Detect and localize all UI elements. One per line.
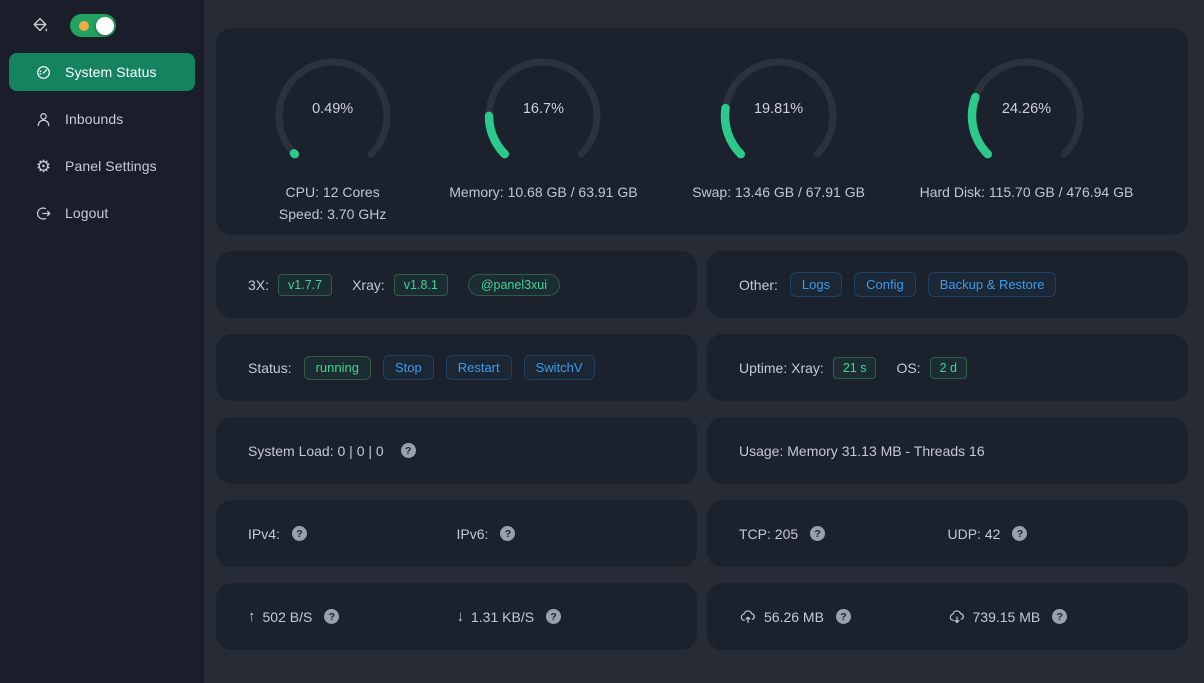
help-icon[interactable]: ? <box>500 526 516 541</box>
gauge-label: Swap: 13.46 GB / 67.91 GB <box>692 184 865 200</box>
cloud-download-icon <box>948 608 966 626</box>
total-upload: 56.26 MB <box>764 608 824 625</box>
help-icon[interactable]: ? <box>810 526 826 541</box>
switch-version-button[interactable]: SwitchV <box>523 355 595 380</box>
sidebar: System Status Inbounds ⚙ Panel Settings <box>0 0 204 683</box>
system-gauges-card: 0.49% CPU: 12 Cores Speed: 3.70 GHz 16.7… <box>216 28 1188 235</box>
sidebar-item-label: Logout <box>65 205 109 221</box>
toggle-knob <box>95 16 114 35</box>
sidebar-menu: System Status Inbounds ⚙ Panel Settings <box>0 53 204 232</box>
config-button[interactable]: Config <box>854 272 916 297</box>
upload-speed-cell: ↑ 502 B/S ? <box>248 608 457 625</box>
logs-button[interactable]: Logs <box>789 272 843 297</box>
sidebar-item-label: Panel Settings <box>65 158 157 174</box>
cpu-gauge-chart <box>275 58 391 159</box>
connections-card: TCP: 205 ? UDP: 42 ? <box>707 500 1188 567</box>
system-load-card: System Load: 0 | 0 | 0 ? <box>216 417 697 484</box>
dark-mode-toggle[interactable] <box>70 14 116 37</box>
main-content: 0.49% CPU: 12 Cores Speed: 3.70 GHz 16.7… <box>204 0 1204 683</box>
udp-count: UDP: 42 <box>947 525 1001 542</box>
cloud-upload-icon <box>739 608 757 626</box>
ip-card: IPv4: ? IPv6: ? <box>216 500 697 567</box>
user-icon <box>35 111 52 128</box>
gauge-percent: 0.49% <box>312 101 354 117</box>
net-total-card: 56.26 MB ? 739.15 MB ? <box>707 583 1188 650</box>
sidebar-item-label: Inbounds <box>65 111 124 127</box>
ipv4-cell: IPv4: ? <box>248 526 457 542</box>
sidebar-item-inbounds[interactable]: Inbounds <box>9 100 195 138</box>
help-icon[interactable]: ? <box>1052 609 1068 624</box>
stop-button[interactable]: Stop <box>382 355 434 380</box>
hard-disk-gauge-chart <box>968 58 1084 159</box>
help-icon[interactable]: ? <box>400 443 416 458</box>
uptime-card: Uptime: Xray: 21 s OS: 2 d <box>707 334 1188 401</box>
sidebar-item-logout[interactable]: Logout <box>9 194 195 232</box>
help-icon[interactable]: ? <box>1012 526 1028 541</box>
usage-text: Usage: Memory 31.13 MB - Threads 16 <box>739 442 985 459</box>
restart-button[interactable]: Restart <box>445 355 512 380</box>
download-speed-cell: ↓ 1.31 KB/S ? <box>457 608 666 625</box>
telegram-tag[interactable]: @panel3xui <box>467 273 561 296</box>
gauge-label: Memory: 10.68 GB / 63.91 GB <box>449 184 638 200</box>
gauge-memory: 16.7% Memory: 10.68 GB / 63.91 GB <box>449 54 638 204</box>
gauge-percent: 16.7% <box>522 101 564 117</box>
help-icon[interactable]: ? <box>546 609 562 624</box>
sidebar-header <box>0 14 204 53</box>
gauge-cpu: 0.49% CPU: 12 Cores Speed: 3.70 GHz <box>271 54 395 225</box>
xray-version-label: Xray: <box>352 276 385 293</box>
usage-card: Usage: Memory 31.13 MB - Threads 16 <box>707 417 1188 484</box>
sidebar-item-label: System Status <box>65 64 157 80</box>
uptime-os-tag: 2 d <box>929 356 967 379</box>
system-load-text: System Load: 0 | 0 | 0 <box>248 442 384 459</box>
logout-icon <box>35 205 52 222</box>
gauge-swap: 19.81% Swap: 13.46 GB / 67.91 GB <box>692 54 865 204</box>
dashboard-icon <box>35 64 52 81</box>
versions-card: 3X: v1.7.7 Xray: v1.8.1 @panel3xui <box>216 251 697 318</box>
other-card: Other: Logs Config Backup & Restore <box>707 251 1188 318</box>
help-icon[interactable]: ? <box>324 609 340 624</box>
download-speed: 1.31 KB/S <box>471 608 535 625</box>
memory-gauge-chart <box>485 58 601 159</box>
udp-cell: UDP: 42 ? <box>948 526 1157 542</box>
gauge-percent: 19.81% <box>753 101 804 117</box>
ipv6-label: IPv6: <box>456 525 489 542</box>
ipv6-cell: IPv6: ? <box>457 526 666 542</box>
panel-version-label: 3X: <box>248 276 270 293</box>
ipv4-label: IPv4: <box>248 525 280 542</box>
arrow-up-icon: ↑ <box>248 608 256 625</box>
bg-colors-icon[interactable] <box>30 16 50 36</box>
net-speed-card: ↑ 502 B/S ? ↓ 1.31 KB/S ? <box>216 583 697 650</box>
total-upload-cell: 56.26 MB ? <box>739 608 948 626</box>
backup-restore-button[interactable]: Backup & Restore <box>927 272 1057 297</box>
panel-version-tag[interactable]: v1.7.7 <box>278 273 333 296</box>
sidebar-item-system-status[interactable]: System Status <box>9 53 195 91</box>
total-download: 739.15 MB <box>972 608 1041 625</box>
uptime-os-label: OS: <box>896 359 921 376</box>
total-download-cell: 739.15 MB ? <box>948 608 1157 626</box>
toggle-sun-dot <box>79 20 89 31</box>
xray-version-tag[interactable]: v1.8.1 <box>393 273 448 296</box>
gauge-hard-disk: 24.26% Hard Disk: 115.70 GB / 476.94 GB <box>919 54 1134 204</box>
sidebar-item-panel-settings[interactable]: ⚙ Panel Settings <box>9 147 195 185</box>
gauge-label: CPU: 12 Cores Speed: 3.70 GHz <box>278 184 387 222</box>
help-icon[interactable]: ? <box>835 609 851 624</box>
tcp-count: TCP: 205 <box>739 525 799 542</box>
gauge-label: Hard Disk: 115.70 GB / 476.94 GB <box>919 184 1134 200</box>
uptime-xray-label: Uptime: Xray: <box>739 359 824 376</box>
help-icon[interactable]: ? <box>291 526 307 541</box>
status-label: Status: <box>248 359 292 376</box>
gear-icon: ⚙ <box>35 156 52 176</box>
xray-status-card: Status: running Stop Restart SwitchV <box>216 334 697 401</box>
other-label: Other: <box>739 276 778 293</box>
uptime-xray-tag: 21 s <box>832 356 877 379</box>
arrow-down-icon: ↓ <box>456 608 465 625</box>
upload-speed: 502 B/S <box>262 608 313 625</box>
gauge-percent: 24.26% <box>1001 101 1052 117</box>
swap-gauge-chart <box>720 58 837 159</box>
tcp-cell: TCP: 205 ? <box>739 526 948 542</box>
status-badge: running <box>303 355 371 380</box>
